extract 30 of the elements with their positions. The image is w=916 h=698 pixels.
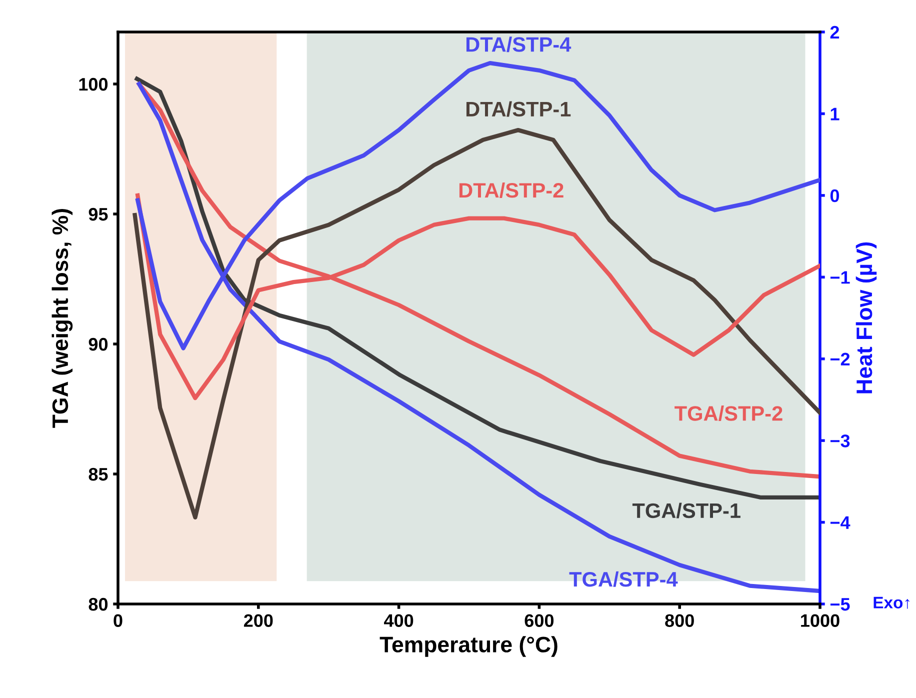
y2-tick-label: −1 (830, 271, 850, 284)
y2-tick-label: −3 (830, 434, 850, 448)
y-tick-label: 80 (88, 598, 108, 611)
series-label: TGA/STP-1 (632, 502, 740, 518)
y2-tick-label: 1 (830, 108, 840, 120)
series-label: DTA/STP-4 (466, 36, 572, 52)
line-series (132, 128, 820, 520)
x-tick-label: 600 (524, 614, 554, 627)
text: Exo↑ (874, 596, 910, 609)
y2-tick-label: −4 (830, 516, 850, 529)
x-tick-label: 0 (114, 614, 122, 627)
x-tick-label: 400 (384, 614, 414, 627)
x-tick-label: 200 (244, 614, 273, 627)
y2-tick-label: 0 (830, 189, 840, 202)
y-tick-label: 85 (88, 468, 108, 481)
y-tick-label: 95 (88, 208, 108, 221)
series-label: DTA/STP-2 (459, 182, 564, 198)
y2-tick-label: 2 (830, 26, 840, 39)
y-tick-label: 90 (88, 338, 108, 351)
y2-axis-title: Heat Flow (µV) (856, 242, 877, 394)
x-tick-label: 800 (665, 614, 694, 627)
x-axis-title: Temperature (°C) (380, 636, 558, 657)
series-label: TGA/STP-4 (569, 571, 678, 587)
series-label: DTA/STP-1 (466, 101, 571, 117)
y-axis-title: TGA (weight loss, %) (52, 209, 73, 428)
y2-tick-label: −2 (830, 352, 850, 366)
y-tick-label: 100 (79, 78, 108, 91)
y2-tick-label: −5 (830, 598, 850, 611)
series-label: TGA/STP-2 (674, 406, 782, 422)
x-tick-label: 1000 (801, 614, 840, 627)
